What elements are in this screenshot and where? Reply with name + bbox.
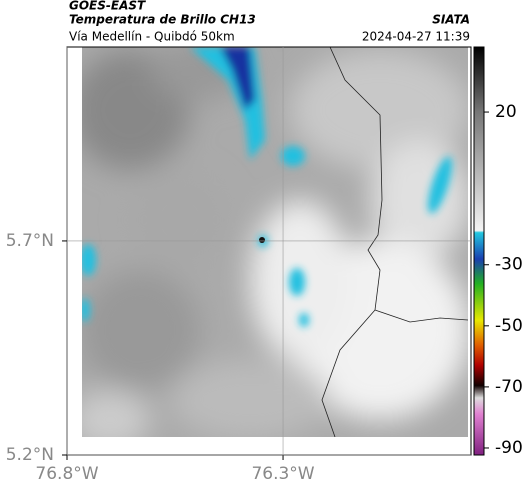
subtitle: Vía Medellín - Quibdó 50km <box>69 30 235 44</box>
x-tick-label: 76.8°W <box>35 464 98 484</box>
colorbar-tick-label: -30 <box>495 255 523 275</box>
colorbar <box>473 46 485 456</box>
y-tick-label: 5.2°N <box>6 445 54 465</box>
colorbar-tick-label: -50 <box>495 316 523 336</box>
title: Temperatura de Brillo CH13 <box>69 13 256 27</box>
satellite-image <box>82 47 468 437</box>
y-tick-label: 5.7°N <box>6 231 54 251</box>
colorbar-tick-label: 20 <box>495 102 517 122</box>
colorbar-tick-label: -70 <box>495 377 523 397</box>
x-tick-label: 76.3°W <box>251 464 314 484</box>
agency: SIATA <box>432 13 470 27</box>
source: GOES-EAST <box>69 0 146 13</box>
colorbar-tick-label: -90 <box>495 438 523 458</box>
timestamp: 2024-04-27 11:39 <box>362 30 470 44</box>
